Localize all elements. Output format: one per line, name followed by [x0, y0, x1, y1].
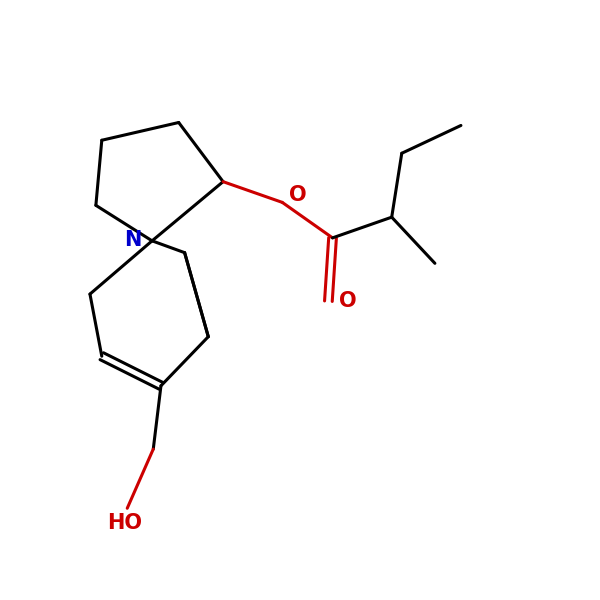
Text: HO: HO: [107, 513, 142, 533]
Text: O: O: [289, 185, 307, 205]
Text: O: O: [338, 291, 356, 311]
Text: N: N: [124, 230, 142, 250]
